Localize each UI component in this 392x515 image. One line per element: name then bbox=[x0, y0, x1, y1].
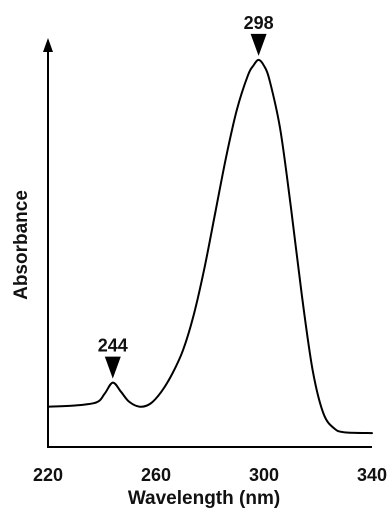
peak-marker-icon bbox=[104, 356, 121, 379]
plot-area bbox=[43, 38, 373, 448]
y-axis-arrow-icon bbox=[43, 38, 53, 52]
x-axis-title: Wavelength (nm) bbox=[128, 488, 280, 509]
peak-annotations: 298 244 bbox=[98, 13, 274, 379]
peak-label: 298 bbox=[244, 13, 274, 33]
series-line bbox=[47, 58, 373, 435]
x-tick-label: 300 bbox=[249, 465, 279, 485]
x-tick-label: 260 bbox=[141, 465, 171, 485]
peak-label: 244 bbox=[98, 336, 128, 356]
y-axis-title: Absorbance bbox=[11, 190, 32, 300]
x-tick-label: 220 bbox=[33, 465, 63, 485]
peak-marker-icon bbox=[250, 33, 267, 56]
x-tick-labels: 220 260 300 340 bbox=[33, 465, 387, 485]
x-tick-label: 340 bbox=[357, 465, 387, 485]
